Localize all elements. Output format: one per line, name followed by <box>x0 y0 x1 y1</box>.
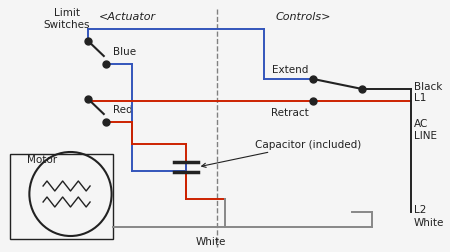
Text: White: White <box>414 217 445 227</box>
Text: White: White <box>195 236 225 246</box>
Text: Red: Red <box>112 105 132 115</box>
Text: Black: Black <box>414 82 442 92</box>
Bar <box>10 154 112 239</box>
Text: L1: L1 <box>414 93 427 103</box>
Text: Capacitor (included): Capacitor (included) <box>202 139 361 168</box>
Text: Extend: Extend <box>272 65 308 75</box>
Text: AC
LINE: AC LINE <box>414 119 437 140</box>
Text: Retract: Retract <box>270 108 308 117</box>
Text: Controls>: Controls> <box>276 12 331 22</box>
Text: L2: L2 <box>414 204 427 214</box>
Text: <Actuator: <Actuator <box>99 12 156 22</box>
Text: Limit
Switches: Limit Switches <box>43 8 90 29</box>
Text: Motor: Motor <box>27 154 58 164</box>
Text: Blue: Blue <box>112 47 136 57</box>
